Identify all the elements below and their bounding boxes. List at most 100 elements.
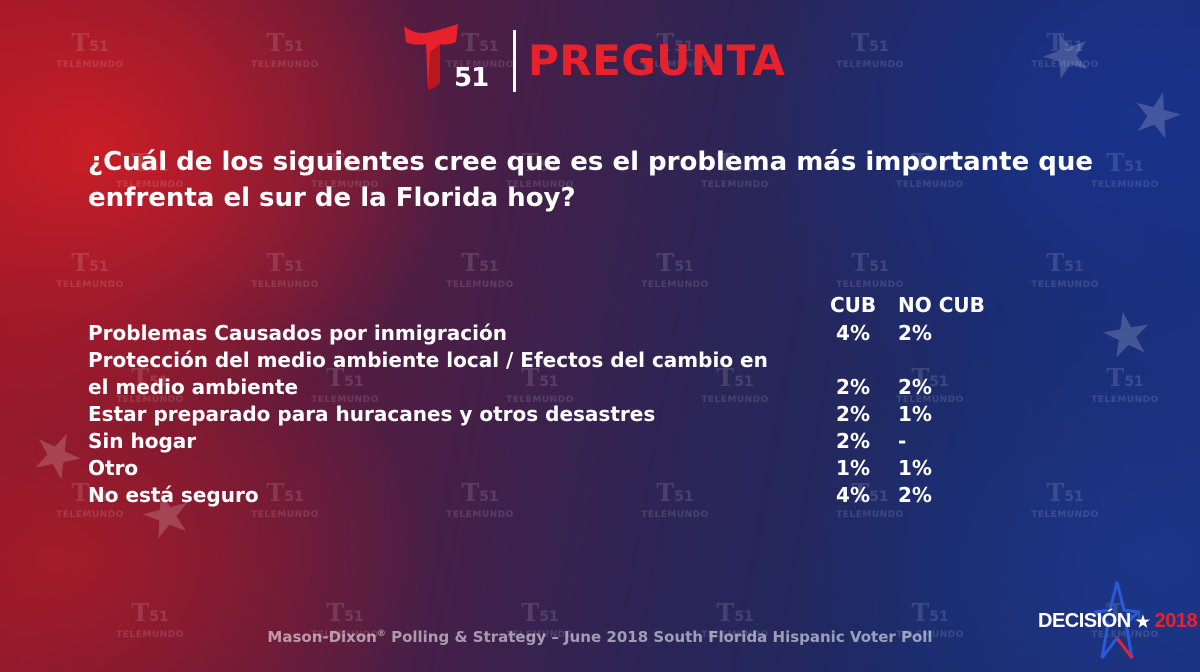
watermark-logo: T51 <box>131 148 169 177</box>
column-header-cub: CUB <box>830 293 877 317</box>
watermark-number: 51 <box>284 489 304 505</box>
telemundo-watermark: T51 TELEMUNDO <box>885 365 975 415</box>
watermark-word: TELEMUNDO <box>251 60 319 70</box>
telemundo-watermark: T51 TELEMUNDO <box>885 150 975 200</box>
telemundo-watermark: T51 TELEMUNDO <box>45 30 135 80</box>
watermark-word: TELEMUNDO <box>446 510 514 520</box>
watermark-logo: T51 <box>851 28 889 57</box>
page-title: PREGUNTA <box>528 36 786 85</box>
watermark-word: TELEMUNDO <box>1091 180 1159 190</box>
telemundo-watermark: T51 TELEMUNDO <box>1080 365 1170 415</box>
brand-year: 2018 <box>1154 610 1198 632</box>
watermark-logo: T51 <box>1046 478 1084 507</box>
row-label: Otro <box>88 456 139 480</box>
watermark-number: 51 <box>479 39 499 55</box>
watermark-word: TELEMUNDO <box>836 280 904 290</box>
watermark-word: TELEMUNDO <box>116 395 184 405</box>
telemundo-watermark: T51 TELEMUNDO <box>495 365 585 415</box>
watermark-logo: T51 <box>71 478 109 507</box>
watermark-number: 51 <box>674 489 694 505</box>
watermark-word: TELEMUNDO <box>446 60 514 70</box>
watermark-logo: T51 <box>131 363 169 392</box>
watermark-number: 51 <box>734 609 754 625</box>
telemundo-watermark: T51 TELEMUNDO <box>630 250 720 300</box>
telemundo-watermark: T51 TELEMUNDO <box>435 250 525 300</box>
watermark-logo: T51 <box>1046 28 1084 57</box>
watermark-word: TELEMUNDO <box>896 395 964 405</box>
watermark-number: 51 <box>539 374 559 390</box>
watermark-word: TELEMUNDO <box>506 395 574 405</box>
cub-value: 1% <box>836 456 870 480</box>
telemundo-watermark: T51 TELEMUNDO <box>495 600 585 650</box>
logo-number: 51 <box>454 63 489 93</box>
watermark-word: TELEMUNDO <box>641 510 709 520</box>
watermark-word: TELEMUNDO <box>701 630 769 640</box>
telemundo-watermark: T51 TELEMUNDO <box>885 600 975 650</box>
table-row: No está seguro 4% 2% <box>88 482 988 509</box>
watermark-word: TELEMUNDO <box>506 180 574 190</box>
watermark-logo: T51 <box>911 363 949 392</box>
no-cub-value: - <box>898 429 907 453</box>
watermark-logo: T51 <box>266 478 304 507</box>
watermark-logo: T51 <box>131 598 169 627</box>
watermark-number: 51 <box>869 489 889 505</box>
watermark-word: TELEMUNDO <box>641 280 709 290</box>
watermark-logo: T51 <box>716 598 754 627</box>
watermark-word: TELEMUNDO <box>311 395 379 405</box>
watermark-word: TELEMUNDO <box>1031 510 1099 520</box>
watermark-number: 51 <box>539 159 559 175</box>
watermark-word: TELEMUNDO <box>506 630 574 640</box>
watermark-logo: T51 <box>461 28 499 57</box>
telemundo-watermark: T51 TELEMUNDO <box>105 600 195 650</box>
watermark-number: 51 <box>1064 39 1084 55</box>
watermark-number: 51 <box>284 259 304 275</box>
watermark-logo: T51 <box>1106 363 1144 392</box>
table-row: Estar preparado para huracanes y otros d… <box>88 401 988 428</box>
telemundo-watermark: T51 TELEMUNDO <box>435 480 525 530</box>
row-label: No está seguro <box>88 483 259 507</box>
source-prefix: Mason-Dixon <box>267 628 377 646</box>
watermark-number: 51 <box>929 609 949 625</box>
watermark-word: TELEMUNDO <box>251 280 319 290</box>
cub-value: 2% <box>836 429 870 453</box>
watermark-word: TELEMUNDO <box>836 60 904 70</box>
telemundo-watermark: T51 TELEMUNDO <box>435 30 525 80</box>
watermark-word: TELEMUNDO <box>1031 60 1099 70</box>
watermark-logo: T51 <box>716 148 754 177</box>
watermark-number: 51 <box>929 159 949 175</box>
telemundo-watermark: T51 TELEMUNDO <box>240 480 330 530</box>
watermark-word: TELEMUNDO <box>1031 280 1099 290</box>
watermark-word: TELEMUNDO <box>641 60 709 70</box>
watermark-number: 51 <box>1064 259 1084 275</box>
watermark-word: TELEMUNDO <box>251 510 319 520</box>
watermark-number: 51 <box>1124 374 1144 390</box>
no-cub-value: 1% <box>898 456 932 480</box>
cub-value: 2% <box>836 375 870 399</box>
registered-mark: ® <box>376 629 386 639</box>
source-note: Mason-Dixon® Polling & Strategy – June 2… <box>0 628 1200 646</box>
watermark-number: 51 <box>1124 159 1144 175</box>
telemundo-watermark: T51 TELEMUNDO <box>1020 480 1110 530</box>
telemundo-watermark: T51 TELEMUNDO <box>690 365 780 415</box>
watermark-number: 51 <box>734 374 754 390</box>
watermark-number: 51 <box>89 259 109 275</box>
telemundo-logo-icon <box>404 24 458 90</box>
telemundo-watermark: T51 TELEMUNDO <box>300 365 390 415</box>
watermark-logo: T51 <box>266 248 304 277</box>
watermark-word: TELEMUNDO <box>56 60 124 70</box>
watermark-word: TELEMUNDO <box>1091 630 1159 640</box>
no-cub-value: 2% <box>898 321 932 345</box>
source-suffix: Polling & Strategy – June 2018 South Flo… <box>385 628 933 646</box>
telemundo-watermark: T51 TELEMUNDO <box>825 250 915 300</box>
telemundo-watermark: T51 TELEMUNDO <box>495 150 585 200</box>
brand-word: DECISIÓN <box>1038 610 1131 632</box>
star-outline-icon <box>1094 581 1140 659</box>
telemundo-watermark: T51 TELEMUNDO <box>690 150 780 200</box>
watermark-logo: T51 <box>266 28 304 57</box>
watermark-word: TELEMUNDO <box>56 280 124 290</box>
watermark-logo: T51 <box>521 598 559 627</box>
telemundo-watermark: T51 TELEMUNDO <box>825 30 915 80</box>
watermark-word: TELEMUNDO <box>896 630 964 640</box>
watermark-logo: T51 <box>521 148 559 177</box>
telemundo-watermark: T51 TELEMUNDO <box>105 150 195 200</box>
